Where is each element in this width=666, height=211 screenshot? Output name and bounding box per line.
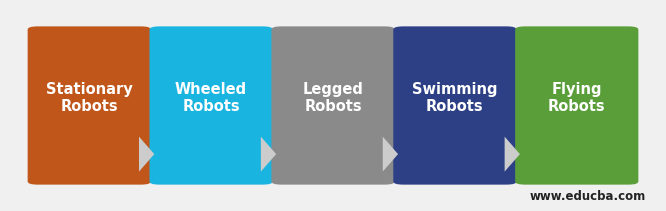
Polygon shape — [383, 137, 398, 172]
Text: Wheeled
Robots: Wheeled Robots — [175, 82, 247, 114]
FancyBboxPatch shape — [393, 26, 517, 185]
Text: Flying
Robots: Flying Robots — [548, 82, 605, 114]
Polygon shape — [261, 137, 276, 172]
FancyBboxPatch shape — [149, 26, 273, 185]
Text: www.educba.com: www.educba.com — [529, 189, 646, 203]
Text: Swimming
Robots: Swimming Robots — [412, 82, 498, 114]
FancyBboxPatch shape — [515, 26, 638, 185]
Polygon shape — [505, 137, 520, 172]
Text: Legged
Robots: Legged Robots — [302, 82, 364, 114]
Text: Stationary
Robots: Stationary Robots — [46, 82, 133, 114]
Polygon shape — [139, 137, 155, 172]
FancyBboxPatch shape — [272, 26, 394, 185]
FancyBboxPatch shape — [27, 26, 151, 185]
